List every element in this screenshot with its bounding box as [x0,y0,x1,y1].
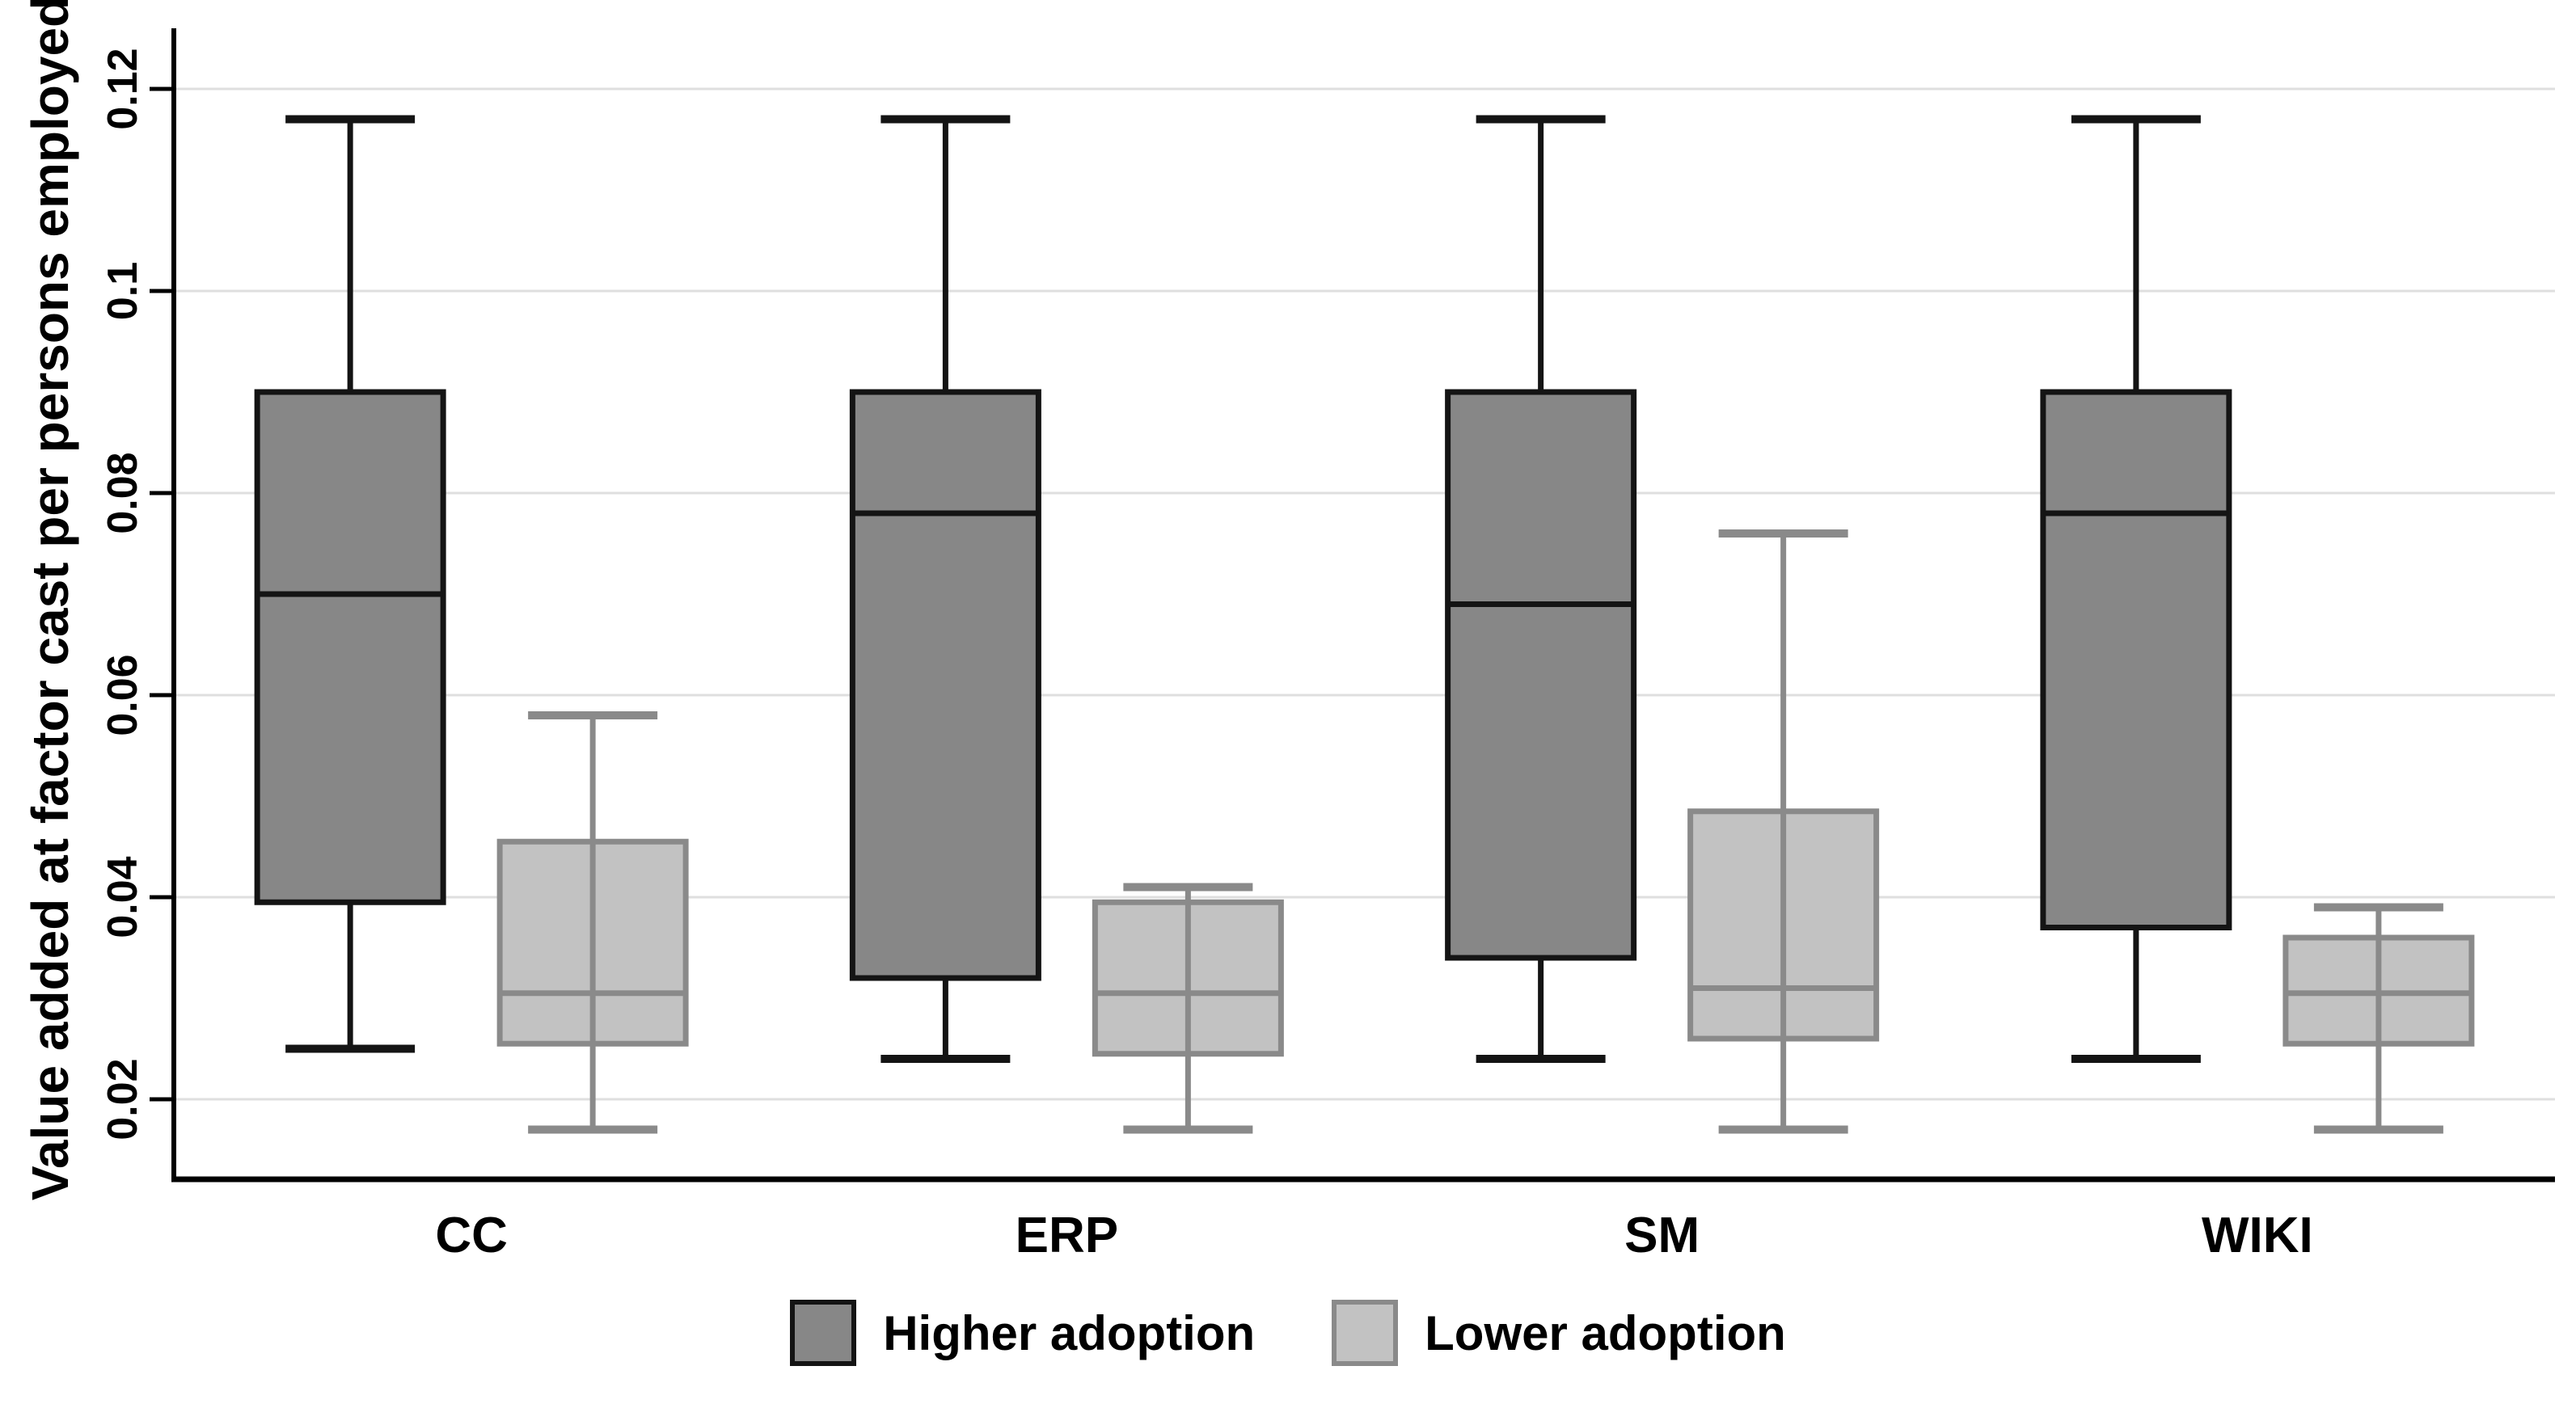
box-body [2042,392,2229,928]
legend-label: Lower adoption [1425,1305,1786,1360]
legend-item-lower-adoption: Lower adoption [1332,1300,1786,1366]
box-higher-WIKI [2040,115,2232,1063]
y-tick-label: 0.08 [99,452,146,534]
box-lower-ERP [1092,883,1284,1134]
x-category-label: WIKI [2202,1208,2313,1263]
box-lower-SM [1687,529,1880,1134]
box-body [852,392,1039,978]
box-border [496,838,689,1047]
x-category-label: CC [435,1208,508,1263]
box-lower-WIKI [2283,903,2475,1134]
box-border [2040,389,2232,930]
y-tick-label: 0.04 [99,856,146,938]
y-axis-title: Value added at factor cast per persons e… [21,0,79,1201]
box-higher-CC [254,115,446,1053]
x-category-label: SM [1624,1208,1700,1263]
box-border [1687,808,1880,1042]
y-tick-label: 0.1 [99,261,146,321]
y-tick-label: 0.12 [99,48,146,130]
box-border [849,389,1041,981]
box-higher-SM [1445,115,1637,1063]
box-higher-ERP [849,115,1041,1063]
box-border [1445,389,1637,961]
legend-label: Higher adoption [883,1305,1256,1360]
box-body [1447,392,1634,958]
legend: Higher adoption Lower adoption [0,1300,2576,1366]
y-tick-label: 0.06 [99,654,146,736]
legend-item-higher-adoption: Higher adoption [790,1300,1255,1366]
box-body [257,392,444,903]
box-lower-CC [496,711,689,1134]
higher-adoption-swatch-icon [790,1300,857,1366]
box-border [254,389,446,905]
y-tick-label: 0.02 [99,1058,146,1140]
x-category-label: ERP [1015,1208,1119,1263]
lower-adoption-swatch-icon [1332,1300,1399,1366]
box-border [1092,899,1284,1057]
